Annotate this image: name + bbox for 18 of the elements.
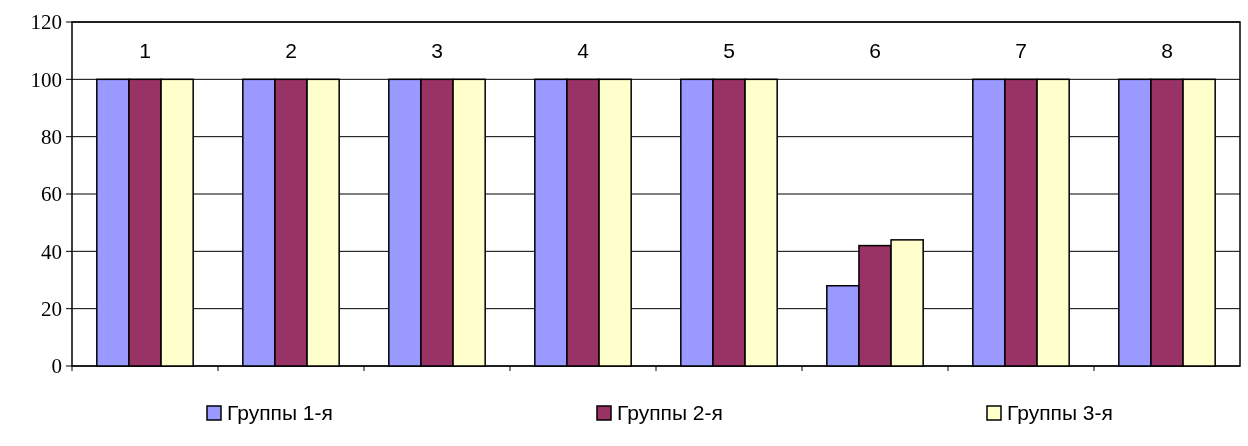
x-tick-label: 2 [285,39,297,62]
y-tick-label: 80 [41,125,62,150]
y-tick-label: 120 [30,10,62,35]
y-tick-label: 0 [51,354,62,379]
y-tick-label: 20 [41,297,62,322]
legend-label: Группы 3-я [1007,401,1113,424]
y-tick-label: 100 [30,67,62,92]
y-tick-label: 60 [41,182,62,207]
y-tick-label: 40 [41,239,62,264]
x-tick-label: 6 [869,39,881,62]
x-tick-label: 7 [1015,39,1027,62]
x-tick-label: 8 [1161,39,1173,62]
x-tick-label: 3 [431,39,443,62]
x-tick-label: 1 [139,39,151,62]
legend-label: Группы 1-я [227,401,333,424]
legend-label: Группы 2-я [617,401,723,424]
x-tick-label: 4 [577,39,590,62]
x-tick-label: 5 [723,39,735,62]
